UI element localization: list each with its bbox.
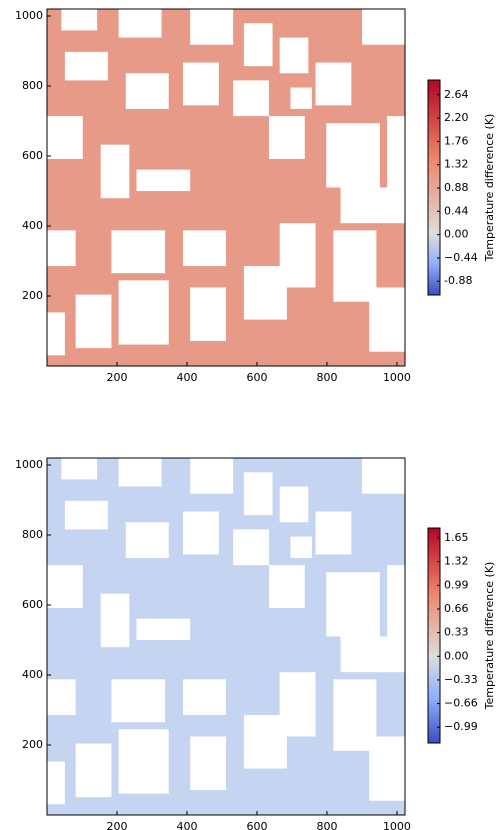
colorbar-tick-label: 0.00 [444,228,469,241]
building [233,529,269,565]
x-tick-label: 600 [246,371,267,384]
colorbar-tick-label: 0.44 [444,204,469,217]
building [280,38,309,74]
building [111,679,165,722]
colorbar-label: Temperature difference (K) [483,562,496,711]
building [341,637,405,673]
colorbar-tick-label: 2.64 [444,88,469,101]
x-tick-label: 400 [176,820,197,830]
colorbar-tick-label: 0.66 [444,602,469,615]
building [101,145,130,199]
colorbar-tick-label: −0.33 [444,673,478,686]
y-tick-label: 1000 [15,458,43,471]
colorbar [428,528,440,743]
building [126,522,169,558]
building [61,9,97,30]
building [233,80,269,116]
x-tick-label: 200 [106,820,127,830]
building [369,736,405,800]
building [137,170,191,191]
colorbar-tick-label: 0.88 [444,181,469,194]
y-tick-label: 400 [22,219,43,232]
y-tick-label: 400 [22,668,43,681]
y-tick-label: 800 [22,79,43,92]
x-tick-label: 800 [316,820,337,830]
building [362,458,405,494]
building [290,88,311,109]
building [387,116,405,187]
building [111,230,165,273]
y-tick-label: 200 [22,289,43,302]
building [316,63,352,106]
x-tick-label: 800 [316,371,337,384]
y-tick-label: 600 [22,598,43,611]
building [190,287,226,341]
building [119,458,162,487]
colorbar-tick-label: 0.99 [444,578,469,591]
building [119,280,169,344]
building [190,458,233,494]
building [183,230,226,266]
x-tick-label: 1000 [383,371,411,384]
y-tick-label: 1000 [15,9,43,22]
building [119,9,162,38]
colorbar-tick-label: −0.99 [444,720,478,733]
building [326,123,380,187]
colorbar-tick-label: −0.44 [444,251,478,264]
building [119,729,169,793]
building [126,73,169,109]
building [47,230,76,266]
building [76,295,112,349]
building [47,312,65,355]
building [76,744,112,798]
building [183,512,219,555]
building [61,458,97,479]
colorbar-tick-label: 0.33 [444,626,469,639]
building [47,679,76,715]
colorbar-tick-label: 1.76 [444,134,469,147]
x-tick-label: 400 [176,371,197,384]
building [280,672,316,736]
y-tick-label: 800 [22,528,43,541]
figure: 200 400 600 800 1000 200 400 600 800 1000 -0.88 −0.… [0,0,501,830]
building [47,761,65,804]
building [280,487,309,523]
building [244,23,273,66]
x-tick-label: 1000 [383,820,411,830]
building [190,9,233,45]
y-tick-label: 200 [22,738,43,751]
building [316,512,352,555]
colorbar-label: Temperature difference (K) [483,114,496,263]
colorbar-tick-label: −0.66 [444,697,478,710]
colorbar-tick-label: 0.00 [444,649,469,662]
x-tick-label: 200 [106,371,127,384]
building [47,565,83,608]
building [65,52,108,81]
colorbar-tick-label: 1.32 [444,158,469,171]
building [280,223,316,287]
y-tick-label: 600 [22,149,43,162]
building [183,679,226,715]
building [244,472,273,515]
building [341,188,405,224]
building [362,9,405,45]
building [290,537,311,558]
colorbar-tick-label: 1.65 [444,531,469,544]
x-tick-label: 600 [246,820,267,830]
building [326,572,380,636]
building [65,501,108,530]
colorbar-tick-label: 2.20 [444,111,469,124]
building [47,116,83,159]
building [137,619,191,640]
colorbar-tick-label: -0.88 [444,274,472,287]
building [190,736,226,790]
building [101,594,130,648]
colorbar-tick-label: 1.32 [444,555,469,568]
building [369,287,405,351]
colorbar [428,80,440,295]
building [183,63,219,106]
building [269,565,305,608]
building [387,565,405,636]
building [269,116,305,159]
